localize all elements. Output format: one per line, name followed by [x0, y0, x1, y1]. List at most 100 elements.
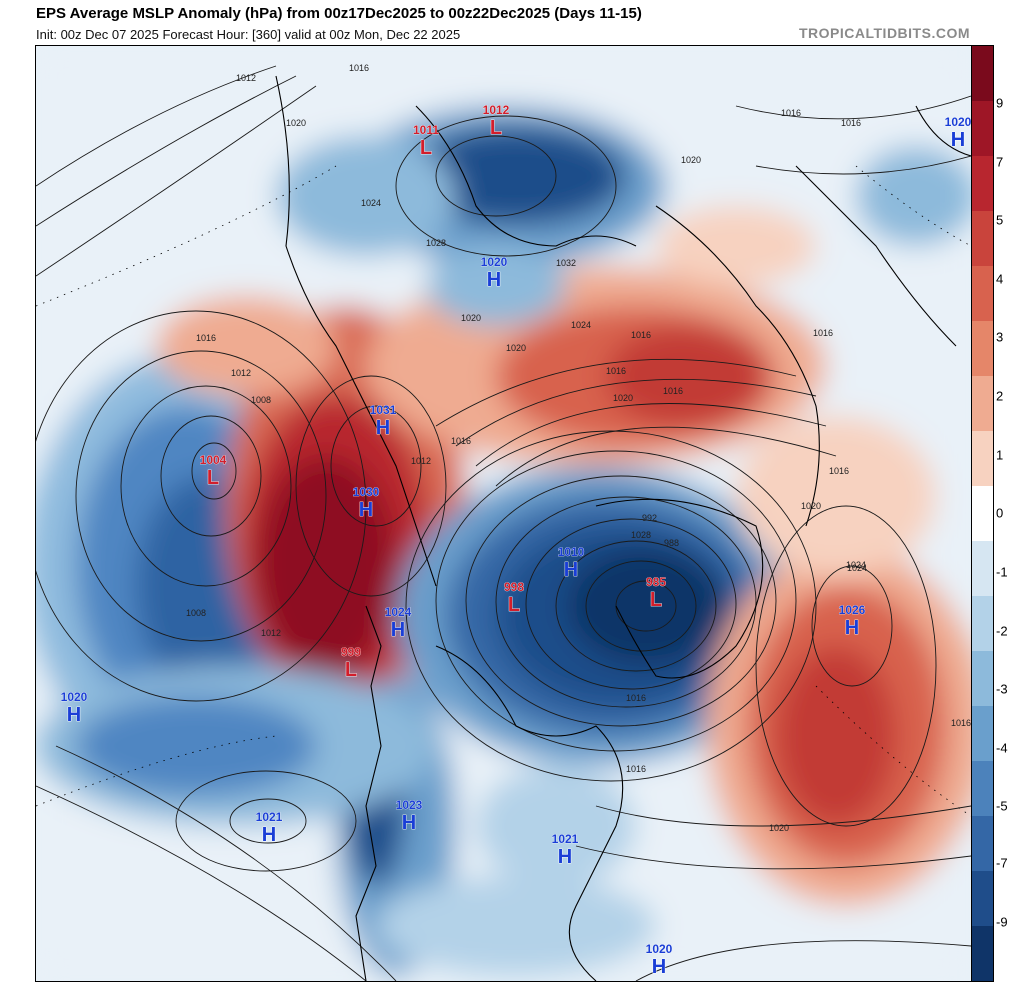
low-pressure-marker: L — [650, 589, 662, 611]
colorbar-tick-label: -1 — [996, 564, 1008, 580]
pressure-center-value: 985 — [646, 575, 666, 589]
anomaly-map: 1012 1016 1020 1024 1028 1032 1016 1012 1008 1008… — [36, 46, 971, 981]
high-pressure-marker: H — [67, 704, 81, 726]
isobar-lines — [36, 65, 971, 981]
isobar-label: 1016 — [951, 718, 971, 728]
high-pressure-marker: H — [359, 499, 373, 521]
colorbar-segment — [972, 486, 993, 542]
coastlines — [275, 75, 971, 981]
isobar-label: 1016 — [606, 366, 626, 376]
colorbar-tick-label: 7 — [996, 154, 1004, 170]
colorbar-segment — [972, 321, 993, 377]
colorbar-segment — [972, 871, 993, 927]
chart-title: EPS Average MSLP Anomaly (hPa) from 00z1… — [36, 5, 642, 22]
pressure-center-value: 1026 — [839, 603, 866, 617]
isobar-label: 1008 — [251, 395, 271, 405]
colorbar-segment — [972, 926, 993, 981]
pressure-center-value: 1030 — [353, 485, 380, 499]
colorbar-tick-label: 4 — [996, 271, 1004, 287]
pressure-center-value: 998 — [504, 580, 524, 594]
isobar-label: 1016 — [626, 693, 646, 703]
colorbar — [971, 45, 994, 982]
isobar-label: 1020 — [681, 155, 701, 165]
colorbar-segment — [972, 211, 993, 267]
high-pressure-marker: H — [402, 812, 416, 834]
low-pressure-marker: L — [420, 137, 432, 159]
isobar-label: 1016 — [451, 436, 471, 446]
pressure-center-value: 1020 — [61, 690, 88, 704]
pressure-center-value: 1020 — [646, 942, 673, 956]
colorbar-tick-label: 2 — [996, 388, 1004, 404]
isobar-label: 1016 — [349, 63, 369, 73]
pressure-center-value: 1021 — [256, 810, 283, 824]
isobar-label: 1016 — [626, 764, 646, 774]
colorbar-tick-label: 0 — [996, 505, 1004, 521]
isobar-label: 1020 — [801, 501, 821, 511]
anomaly-shading — [36, 46, 971, 981]
isobar-label: 1012 — [411, 456, 431, 466]
colorbar-segment — [972, 376, 993, 432]
colorbar-tick-label: 3 — [996, 329, 1004, 345]
isobar-label: 1012 — [231, 368, 251, 378]
isobar-label: 1008 — [186, 608, 206, 618]
isobar-label: 1016 — [663, 386, 683, 396]
high-pressure-marker: H — [262, 824, 276, 846]
colorbar-tick-label: -3 — [996, 681, 1008, 697]
low-pressure-marker: L — [345, 659, 357, 681]
map-panel[interactable]: 1012 1016 1020 1024 1028 1032 1016 1012 1008 1008… — [35, 45, 972, 982]
isobar-label: 1012 — [236, 73, 256, 83]
isobar-label: 1020 — [506, 343, 526, 353]
high-pressure-marker: H — [564, 559, 578, 581]
graticule — [36, 165, 971, 817]
isobar-label: 1016 — [781, 108, 801, 118]
colorbar-tick-label: -7 — [996, 855, 1008, 871]
isobar-label: 1016 — [829, 466, 849, 476]
high-pressure-marker: H — [558, 846, 572, 868]
colorbar-segment — [972, 706, 993, 762]
colorbar-segment — [972, 156, 993, 212]
colorbar-segment — [972, 431, 993, 487]
pressure-center-value: 1020 — [945, 115, 971, 129]
pressure-center-value: 1010 — [558, 545, 585, 559]
low-pressure-marker: L — [508, 594, 520, 616]
isobar-label: 1024 — [846, 560, 866, 570]
isobar-label: 988 — [664, 538, 679, 548]
colorbar-segment — [972, 541, 993, 597]
pressure-center-value: 1021 — [552, 832, 579, 846]
isobar-label: 1012 — [261, 628, 281, 638]
isobar-label: 1016 — [196, 333, 216, 343]
high-pressure-marker: H — [391, 619, 405, 641]
colorbar-segment — [972, 46, 993, 102]
colorbar-tick-label: 1 — [996, 447, 1004, 463]
pressure-center-value: 1020 — [481, 255, 508, 269]
colorbar-segment — [972, 761, 993, 817]
low-pressure-marker: L — [490, 117, 502, 139]
pressure-center-value: 1031 — [370, 403, 397, 417]
isobar-label: 1020 — [286, 118, 306, 128]
low-pressure-marker: L — [207, 467, 219, 489]
isobar-label: 1016 — [813, 328, 833, 338]
isobar-label: 1020 — [769, 823, 789, 833]
isobar-label: 1020 — [613, 393, 633, 403]
high-pressure-marker: H — [652, 956, 666, 978]
high-pressure-marker: H — [951, 129, 965, 151]
colorbar-tick-label: -5 — [996, 798, 1008, 814]
pressure-center-value: 999 — [341, 645, 361, 659]
isobar-label: 1024 — [847, 563, 867, 573]
high-pressure-marker: H — [487, 269, 501, 291]
isobar-label: 1020 — [461, 313, 481, 323]
colorbar-tick-label: -4 — [996, 740, 1008, 756]
init-info: Init: 00z Dec 07 2025 Forecast Hour: [36… — [36, 27, 461, 42]
pressure-center-value: 1023 — [396, 798, 423, 812]
isobar-label: 1024 — [361, 198, 381, 208]
colorbar-segment — [972, 101, 993, 157]
isobar-label: 1028 — [631, 530, 651, 540]
colorbar-segment — [972, 596, 993, 652]
pressure-center-value: 1011 — [413, 123, 439, 137]
pressure-center-value: 1024 — [385, 605, 412, 619]
high-pressure-marker: H — [376, 417, 390, 439]
colorbar-segment — [972, 266, 993, 322]
colorbar-tick-label: -2 — [996, 623, 1008, 639]
isobar-label: 1032 — [556, 258, 576, 268]
